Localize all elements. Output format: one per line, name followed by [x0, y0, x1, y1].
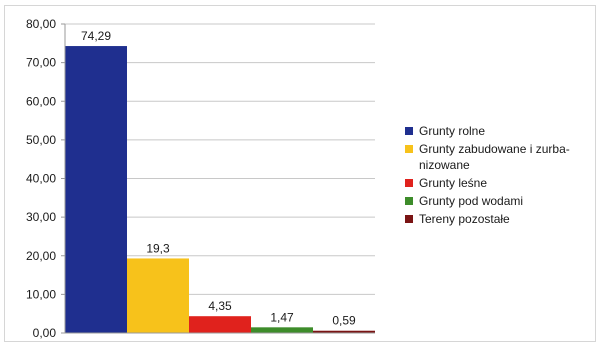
- legend-swatch: [405, 127, 413, 135]
- y-tick-label: 60,00: [26, 94, 56, 108]
- data-label: 19,3: [146, 241, 170, 255]
- legend-label: Grunty zabudowane i zurba-: [419, 142, 570, 156]
- legend-label: Grunty pod wodami: [419, 194, 523, 208]
- y-tick-label: 10,00: [26, 287, 56, 301]
- y-tick-label: 40,00: [26, 172, 56, 186]
- data-labels: 74,29 19,3 4,35 1,47 0,59: [81, 29, 356, 328]
- bar: [251, 327, 313, 333]
- data-label: 0,59: [332, 314, 356, 328]
- data-label: 74,29: [81, 29, 111, 43]
- legend-swatch: [405, 179, 413, 187]
- bars: [65, 46, 375, 334]
- y-tick-label: 80,00: [26, 17, 56, 31]
- y-tick-label: 70,00: [26, 56, 56, 70]
- y-tick-label: 30,00: [26, 210, 56, 224]
- data-label: 4,35: [208, 299, 232, 313]
- y-tick-label: 20,00: [26, 249, 56, 263]
- bar: [313, 330, 375, 333]
- legend-label: Tereny pozostałe: [419, 212, 510, 226]
- y-axis-tick-labels: 0,00 10,00 20,00 30,00 40,00 50,00 60,00 70,00 8…: [26, 17, 56, 340]
- axes: [64, 24, 375, 334]
- data-label: 1,47: [270, 310, 294, 324]
- bar: [189, 316, 251, 333]
- legend: Grunty rolne Grunty zabudowane i zurba-ni…: [405, 124, 570, 226]
- legend-label: Grunty rolne: [419, 124, 485, 138]
- y-tick-label: 50,00: [26, 133, 56, 147]
- y-tick-label: 0,00: [33, 326, 57, 340]
- legend-label: nizowane: [419, 158, 470, 172]
- bar: [65, 46, 127, 334]
- legend-swatch: [405, 215, 413, 223]
- legend-label: Grunty leśne: [419, 176, 487, 190]
- legend-swatch: [405, 197, 413, 205]
- legend-swatch: [405, 145, 413, 153]
- bar: [127, 258, 189, 333]
